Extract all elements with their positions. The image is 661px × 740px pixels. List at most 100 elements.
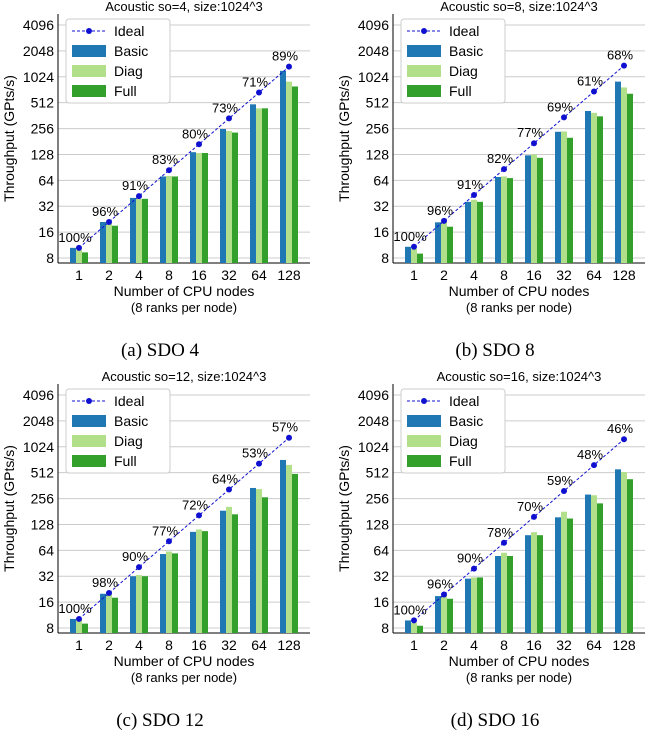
y-tick-label: 16 [38, 594, 54, 610]
y-axis-label: Throughput (GPts/s) [1, 445, 17, 572]
x-tick-label: 128 [612, 637, 636, 653]
chart-panel-so12: Acoustic so=12, size:1024^3 8 16 32 64 128 256… [0, 370, 320, 740]
bar-basic [465, 578, 471, 633]
ideal-point [76, 244, 82, 251]
ideal-point [591, 462, 597, 469]
y-tick-label: 1024 [358, 439, 389, 455]
legend-label-basic: Basic [114, 43, 148, 59]
bar-basic [130, 197, 136, 263]
x-tick-label: 128 [277, 267, 301, 283]
efficiency-label: 96% [427, 577, 453, 592]
x-axis-sublabel: (8 ranks per node) [131, 670, 237, 685]
x-tick-label: 1 [75, 637, 83, 653]
x-tick-label: 8 [165, 267, 173, 283]
bar-full [82, 623, 88, 633]
legend-label-ideal: Ideal [449, 393, 479, 409]
y-tick-label: 256 [31, 491, 55, 507]
y-tick-label: 32 [38, 568, 54, 584]
chart-panel-so16: Acoustic so=16, size:1024^3 8 16 32 64 128 256… [335, 370, 655, 740]
ideal-point [166, 167, 172, 174]
bar-basic [405, 246, 411, 263]
legend-label-ideal: Ideal [114, 393, 144, 409]
efficiency-label: 83% [152, 152, 178, 167]
bar-full [262, 497, 268, 633]
y-tick-label: 256 [366, 121, 390, 137]
efficiency-label: 68% [607, 48, 633, 63]
efficiency-label: 46% [607, 421, 633, 436]
bar-basic [435, 222, 441, 263]
efficiency-label: 82% [487, 151, 513, 166]
chart-title: Acoustic so=4, size:1024^3 [105, 0, 263, 14]
x-axis-sublabel: (8 ranks per node) [466, 670, 572, 685]
x-tick-label: 4 [470, 637, 478, 653]
bar-diag [501, 552, 507, 633]
y-tick-label: 4096 [23, 17, 54, 33]
bar-full [262, 108, 268, 263]
y-tick-label: 1024 [358, 69, 389, 85]
x-tick-label: 1 [410, 637, 418, 653]
bar-basic [465, 201, 471, 263]
bar-diag [226, 506, 232, 633]
y-tick-label: 2048 [23, 413, 54, 429]
ideal-point [501, 166, 507, 173]
y-tick-label: 16 [373, 224, 389, 240]
x-tick-label: 32 [556, 637, 572, 653]
legend-box [400, 18, 506, 104]
ideal-line [413, 438, 625, 621]
bar-full [447, 598, 453, 633]
x-tick-label: 2 [440, 267, 448, 283]
bar-basic [280, 70, 286, 264]
bar-diag [441, 221, 447, 263]
bar-diag [531, 532, 537, 633]
ideal-point [136, 193, 142, 200]
efficiency-label: 73% [212, 100, 238, 115]
bar-basic [555, 131, 561, 263]
caption: (c) SDO 12 [116, 710, 204, 731]
ideal-point [286, 63, 292, 70]
bar-full [292, 86, 298, 263]
bar-basic [585, 494, 591, 633]
ideal-line [413, 65, 625, 248]
ideal-point [471, 565, 477, 572]
chart-panel-so4: Acoustic so=4, size:1024^3 8 16 32 64 128 256 5… [0, 0, 320, 370]
x-tick-label: 64 [586, 267, 602, 283]
x-tick-label: 32 [221, 637, 237, 653]
y-tick-label: 64 [373, 172, 389, 188]
ideal-point [196, 141, 202, 148]
legend-label-full: Full [449, 83, 472, 99]
legend-box [65, 18, 171, 104]
legend-swatch-diag [72, 435, 106, 447]
y-tick-label: 2048 [358, 43, 389, 59]
bar-full [142, 576, 148, 633]
bar-diag [621, 87, 627, 264]
ideal-point [501, 539, 507, 546]
bar-full [477, 577, 483, 633]
bar-diag [286, 81, 292, 263]
bar-diag [76, 249, 82, 263]
bar-basic [190, 531, 196, 633]
chart-svg: Acoustic so=16, size:1024^38163264128256… [336, 370, 645, 685]
y-tick-label: 256 [366, 491, 390, 507]
ideal-point [256, 460, 262, 467]
bar-basic [435, 596, 441, 633]
ideal-point [76, 615, 82, 622]
x-tick-label: 8 [500, 267, 508, 283]
legend-swatch-basic [72, 45, 106, 57]
bar-basic [220, 510, 226, 633]
y-tick-label: 1024 [23, 439, 54, 455]
legend-swatch-full [407, 85, 441, 97]
bar-basic [220, 129, 226, 263]
x-tick-label: 64 [251, 637, 267, 653]
bar-basic [70, 247, 76, 263]
chart-panel-so8: Acoustic so=8, size:1024^3 8 16 32 64 128 256 5… [335, 0, 655, 370]
bar-full [507, 178, 513, 263]
x-tick-label: 64 [251, 267, 267, 283]
legend-swatch-full [407, 455, 441, 467]
bar-basic [555, 517, 561, 633]
bar-full [477, 201, 483, 263]
legend-marker-ideal [421, 398, 427, 404]
bar-diag [471, 577, 477, 633]
legend-swatch-diag [407, 435, 441, 447]
legend-label-full: Full [449, 453, 472, 469]
ideal-point [411, 617, 417, 624]
